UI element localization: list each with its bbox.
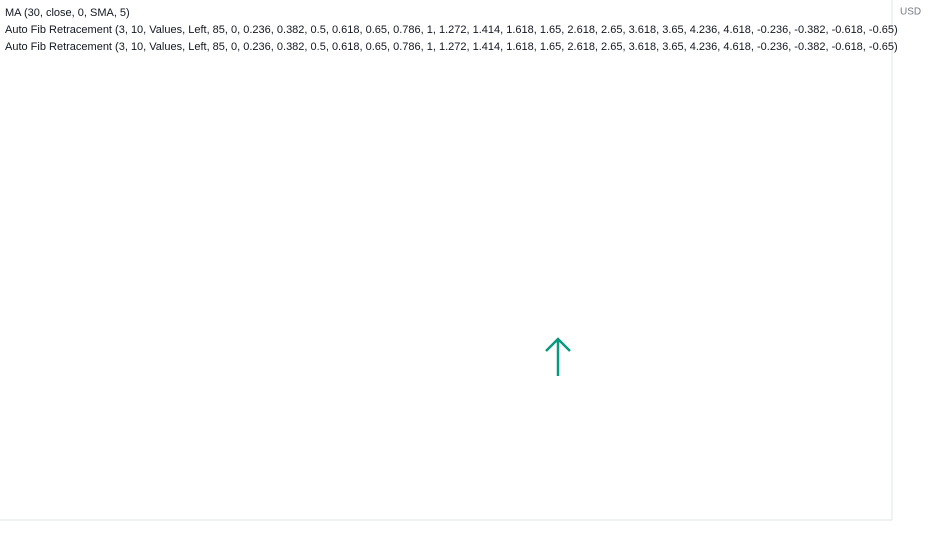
indicator-legend: MA (30, close, 0, SMA, 5) <box>5 7 130 19</box>
indicator-legend: Auto Fib Retracement (3, 10, Values, Lef… <box>5 41 898 53</box>
up-arrow <box>545 337 571 376</box>
currency: USD <box>900 7 921 18</box>
indicator-legend: Auto Fib Retracement (3, 10, Values, Lef… <box>5 24 898 36</box>
